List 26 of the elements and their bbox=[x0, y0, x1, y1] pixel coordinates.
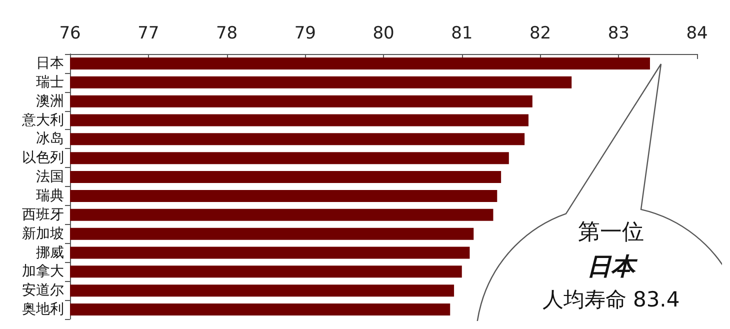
y-tick-label: 日本 bbox=[36, 55, 64, 72]
y-tick-label: 加拿大 bbox=[22, 264, 64, 280]
y-tick-label: 澳洲 bbox=[36, 93, 64, 110]
y-tick-label: 法国 bbox=[36, 169, 64, 186]
x-tick-label: 82 bbox=[529, 24, 552, 44]
x-tick-label: 78 bbox=[216, 24, 238, 44]
y-tick-label: 挪威 bbox=[36, 244, 64, 261]
x-tick-label: 79 bbox=[294, 24, 316, 44]
x-tick-label: 76 bbox=[59, 24, 81, 44]
annotation: 第一位 bbox=[578, 220, 644, 246]
annotation: 日本 bbox=[587, 252, 638, 281]
x-tick-label: 80 bbox=[372, 24, 394, 44]
y-tick-label: 西班牙 bbox=[22, 206, 64, 223]
y-tick-label: 新加坡 bbox=[22, 226, 64, 242]
y-tick-label: 瑞典 bbox=[36, 188, 64, 204]
y-tick-label: 瑞士 bbox=[36, 74, 64, 90]
x-tick-label: 81 bbox=[451, 24, 473, 44]
y-tick-label: 安道尔 bbox=[22, 282, 64, 299]
y-tick-label: 以色列 bbox=[22, 150, 64, 166]
y-tick-label: 冰岛 bbox=[36, 131, 64, 148]
x-tick-label: 83 bbox=[608, 24, 630, 44]
x-tick-label: 84 bbox=[686, 24, 708, 44]
y-tick-label: 意大利 bbox=[21, 112, 64, 128]
annotation: 人均寿命 83.4 bbox=[542, 288, 680, 312]
x-tick-label: 77 bbox=[138, 24, 160, 44]
y-tick-label: 奥地利 bbox=[22, 302, 64, 318]
